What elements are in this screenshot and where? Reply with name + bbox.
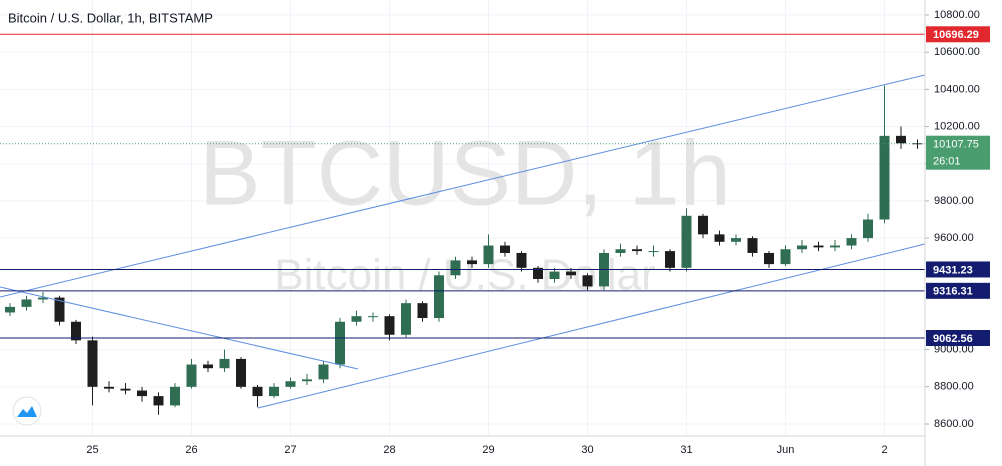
candle-body: [38, 297, 48, 300]
candle-body: [846, 238, 857, 246]
y-tick-label: 9800.00: [934, 195, 974, 207]
candle-body: [351, 316, 362, 322]
candle-body: [54, 297, 65, 322]
countdown: 26:01: [933, 156, 961, 168]
candle-body: [516, 252, 527, 268]
candle-body: [500, 245, 510, 253]
y-tick-label: 9000.00: [934, 344, 974, 356]
candle-body: [566, 271, 576, 276]
grid: [0, 0, 925, 436]
candle-body: [533, 267, 543, 279]
levels: [0, 33, 925, 339]
candle-body: [318, 364, 329, 380]
candle-body: [137, 390, 147, 397]
candle-body: [615, 249, 626, 253]
y-tick-label: 9600.00: [934, 232, 974, 244]
candle-body: [236, 358, 246, 387]
y-tick-label: 10600.00: [934, 46, 980, 58]
candle-body: [879, 135, 890, 220]
candle-body: [912, 143, 923, 145]
y-tick-label: 10400.00: [934, 83, 980, 95]
chart-title: Bitcoin / U.S. Dollar, 1h, BITSTAMP: [8, 10, 213, 25]
candle-body: [203, 364, 213, 369]
candle-body: [764, 252, 774, 265]
logo-icon[interactable]: [17, 406, 37, 417]
level-label-box: [926, 282, 990, 299]
last-price-box: [926, 135, 990, 170]
candle-body: [780, 249, 791, 265]
level-label-box: [926, 26, 990, 43]
candle-body: [483, 245, 494, 265]
last-price-label: 10107.75: [933, 139, 979, 151]
candle-body: [269, 386, 279, 397]
axes: 8600.008800.009000.009600.009800.0010000…: [86, 9, 990, 456]
candle-body: [252, 386, 263, 397]
logo-circle[interactable]: [12, 396, 42, 426]
level-label: 9062.56: [933, 333, 973, 345]
candle-body: [698, 215, 708, 235]
channel-upper: [0, 74, 926, 298]
y-tick-label: 10200.00: [934, 120, 980, 132]
watermark: BTCUSD, 1h: [199, 122, 731, 224]
candle-body: [335, 321, 345, 365]
candle-body: [153, 396, 164, 406]
candle-body: [797, 245, 807, 250]
candle-body: [863, 219, 873, 239]
candle-body: [830, 245, 840, 248]
level-label-box: [926, 330, 990, 347]
candle-body: [384, 316, 395, 335]
x-tick-label: 2: [881, 444, 887, 456]
candle-body: [731, 238, 741, 242]
candle-body: [467, 260, 477, 265]
candle-body: [582, 275, 593, 287]
y-tick-label: 8600.00: [934, 418, 974, 430]
channel-lower: [257, 243, 926, 409]
candle-body: [417, 303, 428, 319]
y-tick-label: 10800.00: [934, 9, 980, 21]
x-tick-label: Jun: [777, 444, 795, 456]
candle-body: [714, 234, 725, 242]
candle-body: [120, 388, 131, 391]
x-tick-label: 27: [284, 444, 296, 456]
candle-body: [21, 299, 32, 307]
candle-body: [368, 316, 378, 318]
level-label: 10696.29: [933, 29, 979, 41]
candle-body: [813, 245, 824, 248]
candle-body: [5, 306, 15, 313]
candle-body: [681, 215, 692, 268]
candle-body: [450, 260, 461, 276]
level-label-box: [926, 261, 990, 278]
candle-body: [104, 386, 114, 389]
candle-body: [219, 358, 230, 369]
candle-body: [401, 303, 411, 335]
candle-body: [71, 321, 81, 341]
candle-body: [302, 379, 312, 382]
candle-body: [747, 238, 758, 253]
candle-body: [648, 251, 659, 253]
x-tick-label: 28: [383, 444, 395, 456]
x-tick-label: 30: [581, 444, 593, 456]
level-label: 9431.23: [933, 264, 973, 276]
x-tick-label: 31: [680, 444, 692, 456]
x-tick-label: 26: [185, 444, 197, 456]
candle-body: [665, 251, 675, 268]
x-tick-label: 29: [482, 444, 494, 456]
candle-body: [549, 271, 560, 279]
candle-body: [434, 275, 444, 319]
x-tick-label: 25: [86, 444, 98, 456]
candle-body: [87, 340, 98, 387]
watermark-subtitle: Bitcoin / U.S. Dollar: [274, 251, 655, 300]
y-tick-label: 8800.00: [934, 381, 974, 393]
candle-body: [170, 386, 180, 406]
level-label: 9316.31: [933, 286, 973, 298]
candle-body: [632, 249, 642, 252]
candle-body: [285, 381, 296, 387]
descending-line: [0, 286, 359, 370]
candle-body: [186, 364, 197, 387]
candle-body: [896, 135, 906, 144]
logo[interactable]: [12, 396, 42, 426]
